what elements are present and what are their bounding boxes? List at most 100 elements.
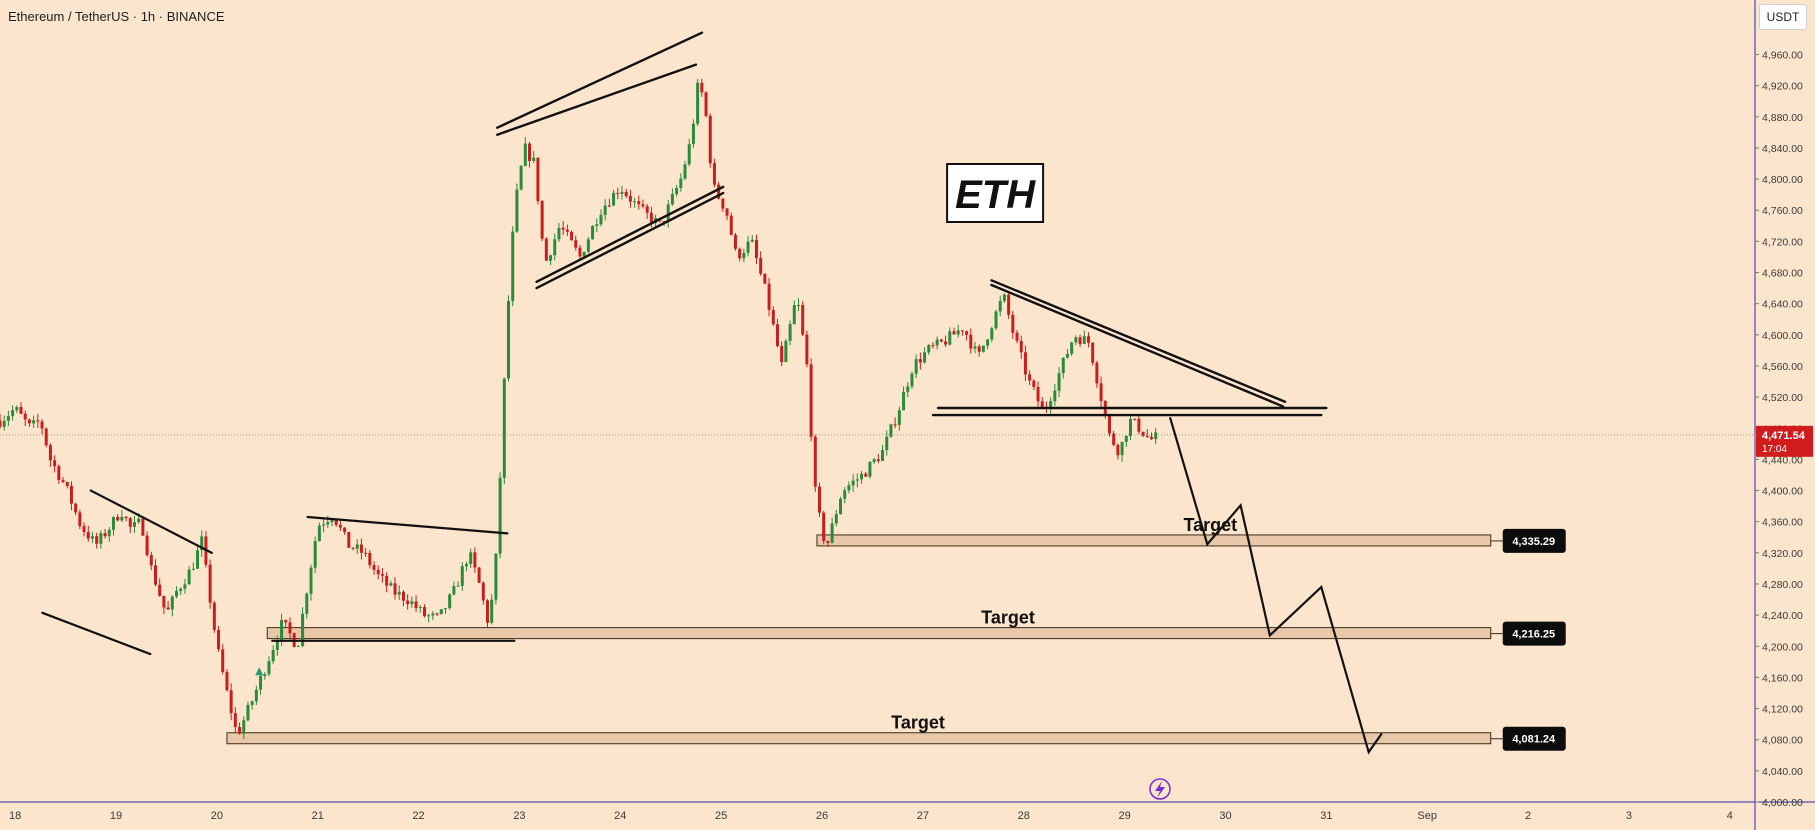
candle-body: [796, 304, 800, 306]
candle-body: [40, 421, 44, 429]
candle-body: [1116, 444, 1120, 456]
candle-body: [801, 304, 805, 335]
candle-body: [767, 283, 771, 310]
candle-body: [317, 525, 321, 542]
candle-body: [456, 585, 460, 587]
candle-body: [397, 591, 401, 595]
candle-body: [490, 599, 494, 623]
candle-body: [616, 192, 620, 194]
time-tick-label: 24: [614, 810, 626, 822]
candle-body: [103, 533, 107, 537]
candle-body: [233, 713, 237, 728]
candle-body: [153, 565, 157, 585]
price-tick-label: 4,920.00: [1762, 81, 1803, 93]
lightning-icon-bolt[interactable]: [1155, 781, 1165, 798]
candle-body: [843, 490, 847, 499]
candle-body: [876, 459, 880, 461]
candle-body: [662, 221, 666, 223]
candle-body: [271, 649, 275, 662]
candle-body: [700, 82, 704, 93]
candle-body: [1065, 353, 1069, 358]
candle-body: [32, 420, 36, 424]
target-price-label-bg: [1502, 528, 1566, 553]
candle-body: [540, 201, 544, 239]
candle-body: [641, 204, 645, 207]
candle-body: [443, 608, 447, 610]
candle-body: [582, 251, 586, 257]
candle-body: [48, 445, 52, 461]
candle-body: [847, 485, 851, 491]
candle-body: [725, 208, 729, 216]
candle-body: [536, 157, 540, 202]
candle-body: [477, 567, 481, 583]
projection-path: [1168, 417, 1383, 755]
price-tick-label: 4,120.00: [1762, 704, 1803, 716]
candle-body: [1099, 383, 1103, 402]
candle-body: [414, 601, 418, 609]
candle-body: [570, 231, 574, 241]
candle-body: [128, 518, 132, 527]
time-tick-label: 4: [1727, 810, 1733, 822]
candle-body: [217, 630, 221, 650]
candle-body: [1074, 337, 1078, 343]
candle-body: [90, 536, 94, 539]
candle-body: [914, 359, 918, 374]
target-label: Target: [891, 713, 945, 733]
price-tick-label: 4,880.00: [1762, 112, 1803, 124]
candle-body: [1040, 401, 1044, 407]
candle-body: [347, 531, 351, 548]
candle-body: [288, 622, 292, 634]
candle-body: [385, 575, 389, 586]
time-tick-label: 30: [1219, 810, 1231, 822]
candle-body: [1011, 314, 1015, 333]
candle-body: [486, 600, 489, 623]
price-tick-label: 4,160.00: [1762, 672, 1803, 684]
candle-body: [111, 516, 115, 530]
candle-body: [254, 689, 258, 702]
candle-body: [544, 238, 548, 261]
candle-body: [851, 480, 855, 486]
price-tick-label: 4,200.00: [1762, 641, 1803, 653]
candle-body: [742, 252, 746, 259]
currency-button[interactable]: USDT: [1759, 4, 1807, 30]
candle-body: [78, 512, 82, 527]
candle-body: [603, 205, 607, 215]
candle-body: [813, 436, 817, 487]
time-tick-label: 21: [312, 810, 324, 822]
candle-body: [733, 234, 737, 249]
candle-body: [549, 255, 553, 261]
candle-body: [250, 701, 254, 705]
price-tick-label: 4,080.00: [1762, 735, 1803, 747]
candle-body: [1124, 435, 1128, 442]
candle-body: [607, 205, 611, 207]
candle-body: [149, 555, 153, 566]
candle-body: [422, 607, 426, 617]
candle-body: [65, 481, 69, 486]
candle-body: [170, 596, 174, 610]
target-zone: [226, 732, 1492, 745]
candle-body: [343, 527, 347, 532]
candle-body: [990, 328, 994, 340]
candle-body: [784, 340, 788, 363]
lightning-icon[interactable]: [1149, 778, 1171, 800]
candle-body: [687, 144, 691, 165]
price-tick-label: 4,840.00: [1762, 143, 1803, 155]
candle-body: [1091, 342, 1095, 363]
candle-body: [746, 241, 750, 253]
candle-body: [565, 229, 569, 232]
candle-body: [1137, 418, 1141, 432]
candle-body: [284, 619, 288, 623]
candle-body: [431, 613, 435, 616]
candle-body: [1036, 387, 1040, 402]
candle-body: [330, 519, 334, 523]
candle-body: [502, 378, 506, 478]
candle-body: [818, 486, 822, 513]
candle-body: [263, 674, 267, 676]
candle-body: [1145, 435, 1149, 437]
candle-body: [860, 473, 864, 480]
candle-body: [1049, 401, 1053, 409]
time-tick-label: 26: [816, 810, 828, 822]
candle-body: [473, 552, 477, 568]
candle-body: [763, 273, 767, 284]
candle-body: [750, 239, 754, 242]
